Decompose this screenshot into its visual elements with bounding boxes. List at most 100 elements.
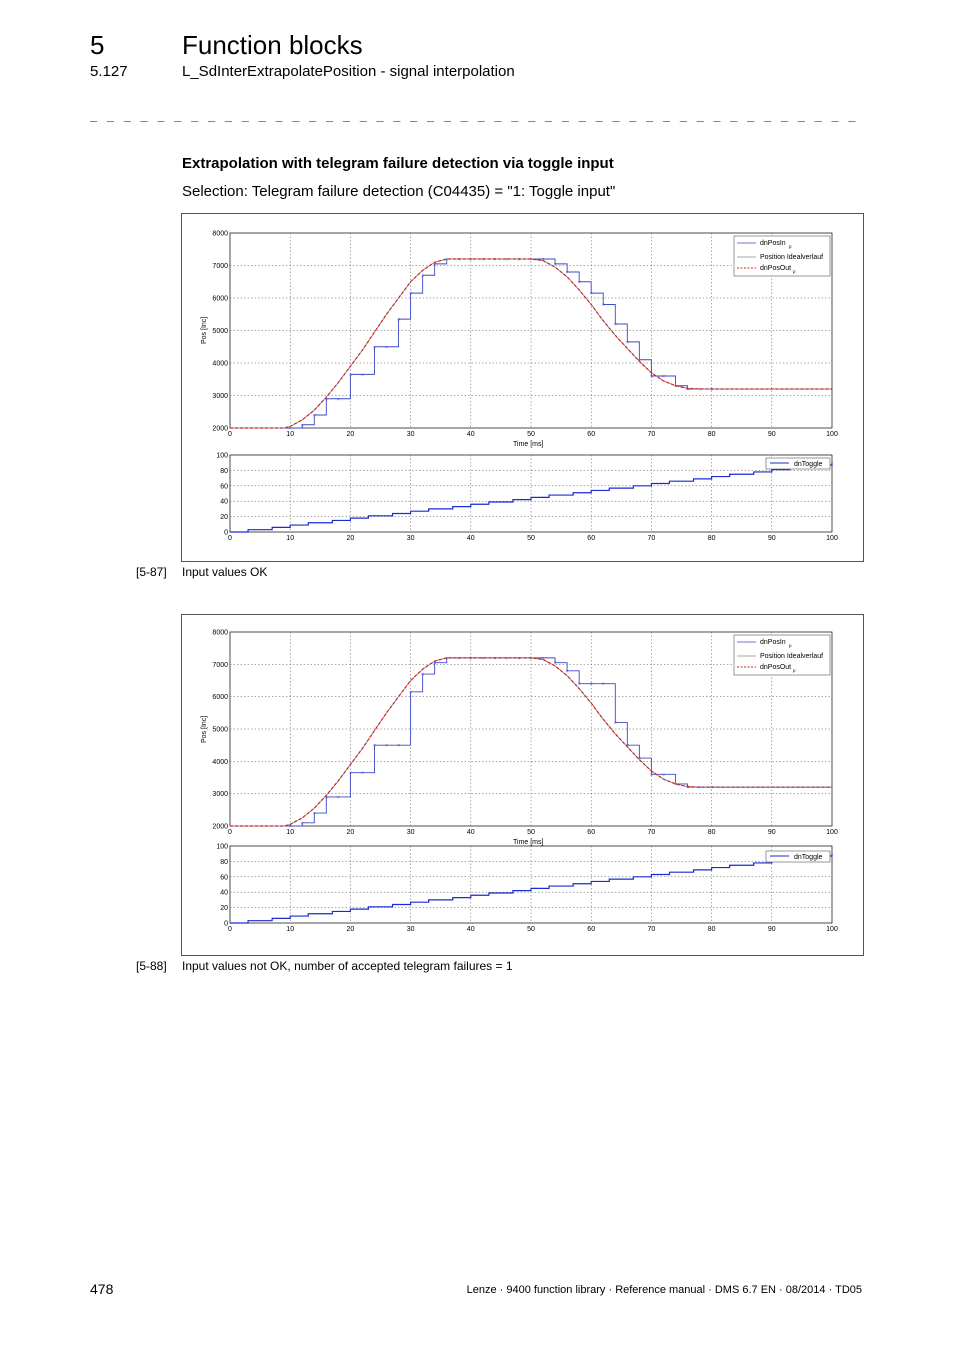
series-marker: × xyxy=(517,656,520,662)
legend-label-posin: dnPosIn xyxy=(760,240,786,247)
legend-top-1: dnPosIn p Position Idealverlauf dnPosOut… xyxy=(733,235,831,277)
legend-bottom-1: dnToggle xyxy=(765,457,831,470)
legend-label-posout: dnPosOut xyxy=(760,664,791,671)
x-tick-label: 20 xyxy=(347,535,355,542)
series-marker: × xyxy=(674,782,677,788)
series-marker: × xyxy=(361,372,364,378)
series-marker: × xyxy=(530,656,533,662)
x-tick-label: 80 xyxy=(708,926,716,933)
y-tick-label: 5000 xyxy=(212,727,228,734)
series-marker: × xyxy=(433,262,436,268)
x-tick-label: 60 xyxy=(587,535,595,542)
series-marker: × xyxy=(590,291,593,297)
series-marker: × xyxy=(289,426,292,432)
x-tick-label: 40 xyxy=(467,431,475,438)
x-tick-label: 0 xyxy=(228,431,232,438)
series-marker: × xyxy=(626,340,629,346)
series-marker: × xyxy=(313,413,316,419)
y-tick-label: 20 xyxy=(220,514,228,521)
series-marker: × xyxy=(325,795,328,801)
figure-caption-number: [5-87] xyxy=(136,565,167,579)
legend-label-toggle: dnToggle xyxy=(794,461,823,468)
figure-input-values-not-ok: 0 10 20 30 40 50 60 70 80 90 100 2000 3000 4000 5000 60… xyxy=(181,614,864,956)
x-tick-label: 0 xyxy=(228,829,232,836)
x-tick-label: 70 xyxy=(648,829,656,836)
y-tick-label: 2000 xyxy=(212,824,228,831)
series-marker: × xyxy=(590,682,593,688)
section-title: L_SdInterExtrapolatePosition - signal in… xyxy=(182,63,515,80)
series-marker: × xyxy=(457,656,460,662)
header-divider: _ _ _ _ _ _ _ _ _ _ _ _ _ _ _ _ _ _ _ _ … xyxy=(90,108,862,122)
y-tick-label: 3000 xyxy=(212,791,228,798)
legend-bottom-2: dnToggle xyxy=(765,850,831,863)
series-marker: × xyxy=(698,785,701,791)
series-marker: × xyxy=(337,795,340,801)
x-tick-label: 0 xyxy=(228,535,232,542)
y-tick-label: 100 xyxy=(216,844,228,851)
x-tick-label: 0 xyxy=(228,926,232,933)
y-tick-label: 2000 xyxy=(212,426,228,433)
series-marker: × xyxy=(662,772,665,778)
series-marker: × xyxy=(457,257,460,263)
legend-label-posin: dnPosIn xyxy=(760,639,786,646)
series-line-dnposout xyxy=(230,258,832,429)
legend-sub-posin: p xyxy=(789,244,792,249)
y-tick-label: 3000 xyxy=(212,393,228,400)
y-tick-label: 20 xyxy=(220,905,228,912)
series-marker: × xyxy=(566,669,569,675)
figure-caption-text: Input values not OK, number of accepted … xyxy=(182,959,513,973)
series-marker: × xyxy=(325,397,328,403)
x-tick-label: 40 xyxy=(467,829,475,836)
x-tick-label: 80 xyxy=(708,431,716,438)
x-tick-label: 80 xyxy=(708,829,716,836)
legend-label-ideal: Position Idealverlauf xyxy=(760,254,823,261)
x-tick-label: 60 xyxy=(587,829,595,836)
y-tick-label: 7000 xyxy=(212,662,228,669)
series-marker: × xyxy=(542,257,545,263)
section-number: 5.127 xyxy=(90,63,128,80)
legend-label-ideal: Position Idealverlauf xyxy=(760,653,823,660)
series-marker: × xyxy=(481,257,484,263)
pos-ylabel: Pos [Inc] xyxy=(201,317,208,344)
y-tick-label: 8000 xyxy=(212,630,228,637)
y-tick-label: 40 xyxy=(220,890,228,897)
x-tick-label: 30 xyxy=(407,535,415,542)
x-tick-label: 70 xyxy=(648,535,656,542)
x-tick-label: 60 xyxy=(587,926,595,933)
series-marker: × xyxy=(481,656,484,662)
series-marker: × xyxy=(542,656,545,662)
series-marker: × xyxy=(361,771,364,777)
series-marker: × xyxy=(349,771,352,777)
y-tick-label: 7000 xyxy=(212,263,228,270)
x-tick-label: 20 xyxy=(347,431,355,438)
pos-ylabel: Pos [Inc] xyxy=(201,716,208,743)
series-marker: × xyxy=(566,270,569,276)
series-marker: × xyxy=(686,785,689,791)
time-xlabel: Time [ms] xyxy=(513,441,544,448)
series-marker: × xyxy=(445,257,448,263)
series-marker: × xyxy=(505,656,508,662)
figure-caption-number: [5-88] xyxy=(136,959,167,973)
x-tick-label: 30 xyxy=(407,829,415,836)
series-marker: × xyxy=(578,280,581,286)
x-tick-label: 10 xyxy=(286,535,294,542)
y-tick-label: 80 xyxy=(220,859,228,866)
figure-1-svg: 0 10 20 30 40 50 60 70 80 90 100200030004000500060… xyxy=(201,231,838,543)
series-marker: × xyxy=(602,303,605,309)
series-line-dntoggle xyxy=(230,853,833,924)
figure-caption-text: Input values OK xyxy=(182,565,268,579)
series-marker: × xyxy=(289,824,292,830)
y-tick-label: 6000 xyxy=(212,694,228,701)
series-marker: × xyxy=(301,821,304,827)
y-tick-label: 40 xyxy=(220,499,228,506)
x-tick-label: 10 xyxy=(286,431,294,438)
x-tick-label: 80 xyxy=(708,535,716,542)
series-marker: × xyxy=(373,743,376,749)
x-tick-label: 30 xyxy=(407,431,415,438)
series-line-dntoggle xyxy=(230,462,833,533)
series-marker: × xyxy=(397,317,400,323)
x-tick-label: 30 xyxy=(407,926,415,933)
time-xlabel: Time [ms] xyxy=(513,839,544,846)
x-tick-label: 100 xyxy=(826,431,838,438)
series-marker: × xyxy=(650,772,653,778)
